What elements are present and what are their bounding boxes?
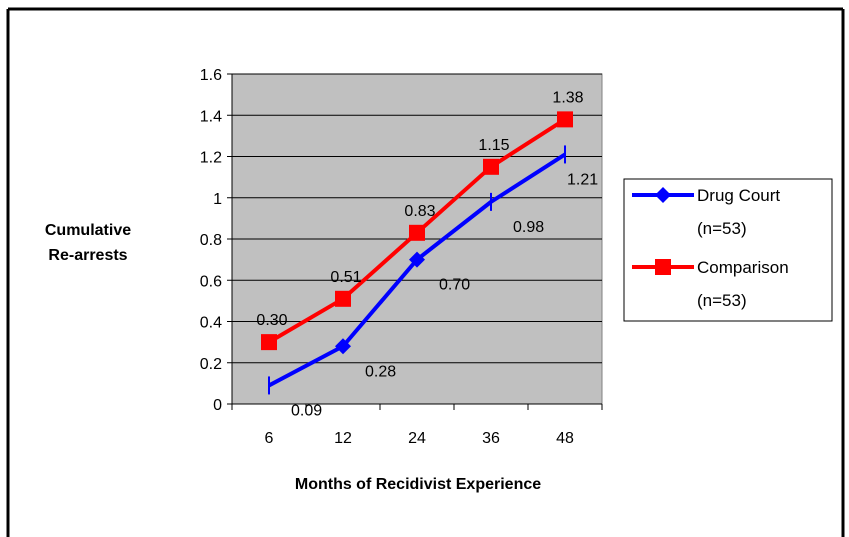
legend-sublabel-comparison: (n=53) [697,291,747,310]
y-tick-label: 0 [213,397,222,414]
legend: Drug Court (n=53) Comparison (n=53) [623,178,833,322]
y-tick-label: 0.4 [200,315,222,332]
data-label: 1.21 [567,171,598,188]
data-label: 0.70 [439,277,470,294]
y-axis-title-line1: Cumulative [45,222,131,239]
legend-sublabel-drug-court: (n=53) [697,219,747,238]
data-point-marker [335,338,351,355]
y-axis-title-line2: Re-arrests [48,247,127,264]
legend-label-comparison: Comparison [697,258,789,277]
x-axis-title: Months of Recidivist Experience [295,476,541,493]
data-label: 0.28 [365,363,396,380]
axes [227,73,603,410]
gridlines [232,73,602,364]
y-tick-label: 0.8 [200,232,222,249]
x-tick-labels: 6 12 24 36 48 [265,430,574,447]
y-tick-label: 1.6 [200,67,222,84]
data-label: 1.15 [478,137,509,154]
data-point-marker [409,251,425,268]
x-tick-label: 6 [265,430,274,447]
legend-box [623,178,833,322]
y-tick-label: 1 [213,191,222,208]
x-tick-label: 12 [334,430,352,447]
x-tick-label: 24 [408,430,426,447]
data-label: 0.51 [330,269,361,286]
x-tick-label: 36 [482,430,500,447]
y-tick-label: 1.2 [200,150,222,167]
y-tick-label: 1.4 [200,108,222,125]
y-tick-label: 0.2 [200,356,222,373]
data-point-marker [409,224,425,241]
data-point-marker [483,158,499,175]
data-point-marker [557,111,573,128]
legend-label-drug-court: Drug Court [697,186,780,205]
data-label: 0.30 [256,312,287,329]
data-labels: 0.09 0.28 0.70 0.98 1.21 0.30 0.51 0.83 1.15 1.38 [256,89,598,419]
x-tick-label: 48 [556,430,574,447]
data-point-marker [261,334,277,351]
data-label: 0.09 [291,402,322,419]
data-point-marker [335,290,351,307]
y-tick-labels: 0 0.2 0.4 0.6 0.8 1 1.2 1.4 1.6 [200,67,222,414]
data-label: 1.38 [552,89,583,106]
data-label: 0.83 [404,203,435,220]
data-label: 0.98 [513,219,544,236]
legend-swatch-marker-comparison [655,259,671,275]
legend-swatch-marker-drug-court [655,187,671,203]
series-layer [261,111,573,395]
y-tick-label: 0.6 [200,273,222,290]
